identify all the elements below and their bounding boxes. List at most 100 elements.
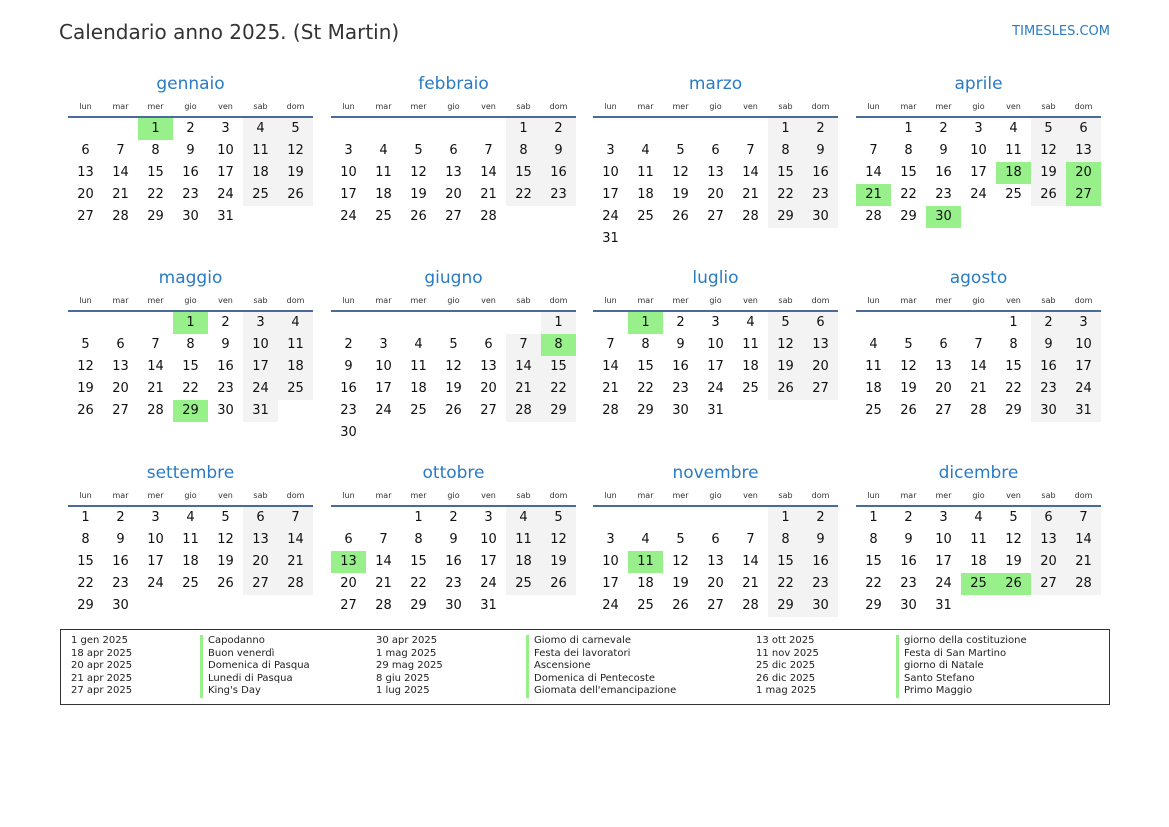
day-cell[interactable]: 27 xyxy=(1031,573,1066,595)
day-cell[interactable]: 2 xyxy=(221,315,230,330)
day-cell[interactable]: 23 xyxy=(1031,378,1066,400)
day-cell[interactable]: 9 xyxy=(939,143,948,158)
day-cell[interactable]: 13 xyxy=(707,554,724,569)
day-cell[interactable]: 7 xyxy=(746,532,755,547)
day-cell[interactable]: 2 xyxy=(541,118,576,140)
day-cell[interactable]: 9 xyxy=(116,532,125,547)
day-cell[interactable]: 29 xyxy=(77,598,94,613)
day-cell[interactable]: 25 xyxy=(243,184,278,206)
day-cell[interactable]: 29 xyxy=(410,598,427,613)
day-cell[interactable]: 12 xyxy=(672,554,689,569)
day-cell[interactable]: 13 xyxy=(803,334,838,356)
day-cell[interactable]: 14 xyxy=(147,359,164,374)
day-cell[interactable]: 18 xyxy=(375,187,392,202)
day-cell[interactable]: 3 xyxy=(939,510,948,525)
day-cell[interactable]: 20 xyxy=(1031,551,1066,573)
day-cell[interactable]: 23 xyxy=(217,381,234,396)
day-cell[interactable]: 8 xyxy=(151,143,160,158)
day-cell[interactable]: 20 xyxy=(243,551,278,573)
day-cell[interactable]: 13 xyxy=(243,529,278,551)
day-cell[interactable]: 4 xyxy=(869,337,878,352)
day-cell[interactable]: 18 xyxy=(970,554,987,569)
day-cell[interactable]: 25 xyxy=(865,403,882,418)
day-cell[interactable]: 13 xyxy=(1066,140,1101,162)
day-cell[interactable]: 26 xyxy=(445,403,462,418)
day-cell[interactable]: 20 xyxy=(707,187,724,202)
day-cell[interactable]: 28 xyxy=(1066,573,1101,595)
day-cell[interactable]: 15 xyxy=(541,356,576,378)
day-cell[interactable]: 15 xyxy=(77,554,94,569)
day-cell[interactable]: 3 xyxy=(1066,312,1101,334)
day-cell[interactable]: 7 xyxy=(974,337,983,352)
day-cell[interactable]: 16 xyxy=(112,554,129,569)
day-cell[interactable]: 15 xyxy=(182,359,199,374)
day-cell[interactable]: 3 xyxy=(243,312,278,334)
day-cell[interactable]: 2 xyxy=(344,337,353,352)
day-cell[interactable]: 6 xyxy=(1066,118,1101,140)
day-cell[interactable]: 10 xyxy=(340,165,357,180)
day-cell[interactable]: 12 xyxy=(445,359,462,374)
day-cell[interactable]: 2 xyxy=(1031,312,1066,334)
day-cell[interactable]: 8 xyxy=(541,334,576,356)
day-cell[interactable]: 9 xyxy=(676,337,685,352)
day-cell[interactable]: 7 xyxy=(506,334,541,356)
day-cell[interactable]: 23 xyxy=(900,576,917,591)
day-cell[interactable]: 17 xyxy=(375,381,392,396)
day-cell[interactable]: 14 xyxy=(1066,529,1101,551)
day-cell[interactable]: 6 xyxy=(803,312,838,334)
day-cell[interactable]: 31 xyxy=(1066,400,1101,422)
day-cell[interactable]: 23 xyxy=(803,573,838,595)
day-cell[interactable]: 13 xyxy=(331,551,366,573)
day-cell[interactable]: 19 xyxy=(217,554,234,569)
day-cell[interactable]: 25 xyxy=(375,209,392,224)
day-cell[interactable]: 20 xyxy=(803,356,838,378)
day-cell[interactable]: 14 xyxy=(865,165,882,180)
day-cell[interactable]: 13 xyxy=(77,165,94,180)
day-cell[interactable]: 3 xyxy=(151,510,160,525)
day-cell[interactable]: 22 xyxy=(1005,381,1022,396)
day-cell[interactable]: 9 xyxy=(803,140,838,162)
day-cell[interactable]: 17 xyxy=(707,359,724,374)
day-cell[interactable]: 1 xyxy=(541,312,576,334)
day-cell[interactable]: 24 xyxy=(340,209,357,224)
day-cell[interactable]: 14 xyxy=(970,359,987,374)
day-cell[interactable]: 8 xyxy=(186,337,195,352)
day-cell[interactable]: 9 xyxy=(344,359,353,374)
day-cell[interactable]: 18 xyxy=(243,162,278,184)
day-cell[interactable]: 1 xyxy=(173,312,208,334)
day-cell[interactable]: 21 xyxy=(278,551,313,573)
day-cell[interactable]: 12 xyxy=(410,165,427,180)
day-cell[interactable]: 28 xyxy=(602,403,619,418)
day-cell[interactable]: 5 xyxy=(221,510,230,525)
day-cell[interactable]: 22 xyxy=(637,381,654,396)
day-cell[interactable]: 6 xyxy=(81,143,90,158)
day-cell[interactable]: 23 xyxy=(445,576,462,591)
day-cell[interactable]: 5 xyxy=(904,337,913,352)
day-cell[interactable]: 27 xyxy=(803,378,838,400)
day-cell[interactable]: 30 xyxy=(803,595,838,617)
day-cell[interactable]: 17 xyxy=(602,576,619,591)
day-cell[interactable]: 6 xyxy=(449,143,458,158)
day-cell[interactable]: 10 xyxy=(243,334,278,356)
day-cell[interactable]: 8 xyxy=(414,532,423,547)
day-cell[interactable]: 22 xyxy=(410,576,427,591)
day-cell[interactable]: 24 xyxy=(480,576,497,591)
day-cell[interactable]: 7 xyxy=(746,143,755,158)
day-cell[interactable]: 4 xyxy=(414,337,423,352)
day-cell[interactable]: 10 xyxy=(602,165,619,180)
day-cell[interactable]: 1 xyxy=(628,312,663,334)
day-cell[interactable]: 28 xyxy=(278,573,313,595)
day-cell[interactable]: 30 xyxy=(217,403,234,418)
day-cell[interactable]: 14 xyxy=(506,356,541,378)
day-cell[interactable]: 26 xyxy=(900,403,917,418)
day-cell[interactable]: 2 xyxy=(803,507,838,529)
day-cell[interactable]: 30 xyxy=(672,403,689,418)
day-cell[interactable]: 10 xyxy=(217,143,234,158)
day-cell[interactable]: 17 xyxy=(935,554,952,569)
day-cell[interactable]: 11 xyxy=(637,165,654,180)
day-cell[interactable]: 3 xyxy=(711,315,720,330)
day-cell[interactable]: 15 xyxy=(637,359,654,374)
day-cell[interactable]: 26 xyxy=(541,573,576,595)
day-cell[interactable]: 3 xyxy=(379,337,388,352)
day-cell[interactable]: 8 xyxy=(768,140,803,162)
